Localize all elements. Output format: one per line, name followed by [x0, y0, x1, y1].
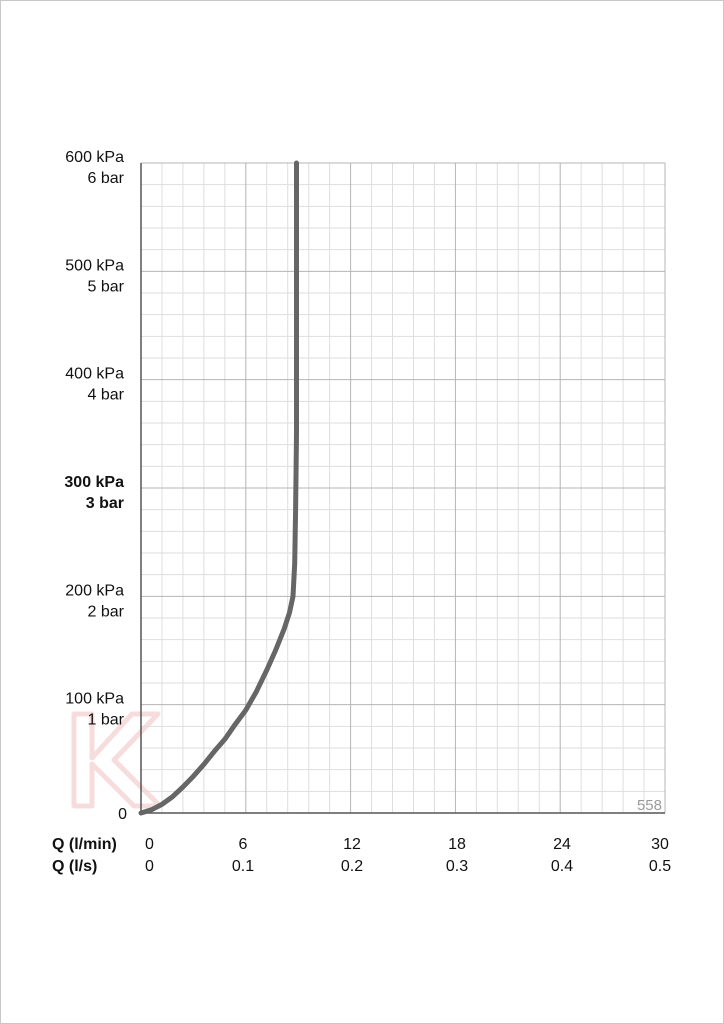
x-tick-label-lmin: 12: [343, 836, 361, 853]
y-tick-label-bar: 6 bar: [88, 170, 125, 187]
y-tick-label-bar: 4 bar: [88, 387, 125, 404]
x-tick-label-ls: 0.4: [551, 858, 573, 875]
y-tick-label-bar: 3 bar: [86, 495, 124, 512]
x-tick-label-lmin: 0: [145, 836, 154, 853]
y-tick-label-bar: 2 bar: [88, 603, 125, 620]
x-tick-label-lmin: 6: [239, 836, 248, 853]
y-tick-label-kpa: 500 kPa: [65, 257, 124, 274]
x-axis-label-lmin: Q (l/min): [52, 836, 117, 853]
y-tick-label-kpa: 400 kPa: [65, 366, 124, 383]
annotation-code: 558: [637, 797, 662, 814]
x-tick-label-ls: 0.2: [341, 858, 363, 875]
y-tick-labels: 0 100 kPa 1 bar 200 kPa 2 bar 300 kPa 3 bar 400…: [64, 149, 127, 823]
x-tick-labels: 0 6 12 18 24 30 0 0.1 0.2 0.3 0.4 0.5: [145, 836, 671, 875]
x-tick-label-ls: 0.1: [232, 858, 254, 875]
x-tick-label-lmin: 24: [553, 836, 571, 853]
y-tick-label-kpa: 100 kPa: [65, 691, 124, 708]
x-tick-label-lmin: 30: [651, 836, 669, 853]
y-tick-label-kpa: 300 kPa: [64, 474, 124, 491]
x-tick-label-ls: 0.5: [649, 858, 671, 875]
y-tick-label-bar: 1 bar: [88, 712, 125, 729]
y-tick-label-bar: 5 bar: [88, 278, 125, 295]
y-tick-label-kpa: 600 kPa: [65, 149, 124, 166]
series-line: [138, 160, 299, 816]
x-tick-label-ls: 0.3: [446, 858, 468, 875]
x-tick-label-ls: 0: [145, 858, 154, 875]
series-group: [138, 160, 299, 816]
axes: [140, 163, 665, 814]
y-tick-label-kpa: 0: [118, 806, 127, 823]
grid: [140, 162, 666, 814]
y-tick-label-kpa: 200 kPa: [65, 582, 124, 599]
x-tick-label-lmin: 18: [448, 836, 466, 853]
logo-watermark: [71, 711, 163, 809]
x-axis-label-ls: Q (l/s): [52, 858, 97, 875]
